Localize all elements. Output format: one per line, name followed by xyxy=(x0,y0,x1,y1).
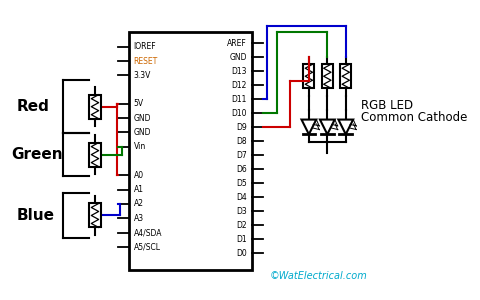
Text: Common Cathode: Common Cathode xyxy=(361,111,468,124)
Text: D8: D8 xyxy=(237,136,247,146)
Text: GND: GND xyxy=(229,52,247,62)
Text: D6: D6 xyxy=(236,165,247,174)
Bar xyxy=(340,64,351,88)
Text: RGB LED: RGB LED xyxy=(361,99,414,112)
Text: D0: D0 xyxy=(236,249,247,258)
Text: Green: Green xyxy=(11,147,63,162)
Text: D11: D11 xyxy=(232,94,247,103)
Text: GND: GND xyxy=(134,128,151,137)
Text: 5V: 5V xyxy=(134,99,144,108)
Text: D9: D9 xyxy=(236,123,247,132)
Text: D2: D2 xyxy=(237,221,247,230)
Text: 3.3V: 3.3V xyxy=(134,71,151,80)
Text: D3: D3 xyxy=(236,207,247,216)
Text: D13: D13 xyxy=(232,67,247,76)
Polygon shape xyxy=(320,120,335,134)
Text: A2: A2 xyxy=(134,200,144,208)
Text: A3: A3 xyxy=(134,214,144,223)
Text: D7: D7 xyxy=(236,151,247,160)
Text: D10: D10 xyxy=(232,109,247,118)
Polygon shape xyxy=(301,120,316,134)
Text: GND: GND xyxy=(134,114,151,123)
Text: IOREF: IOREF xyxy=(134,42,156,51)
Text: Blue: Blue xyxy=(17,208,55,223)
Text: D4: D4 xyxy=(236,193,247,202)
Text: D12: D12 xyxy=(232,81,247,90)
Bar xyxy=(129,32,252,270)
Text: ©WatElectrical.com: ©WatElectrical.com xyxy=(269,271,367,281)
Bar xyxy=(89,95,100,119)
Text: A4/SDA: A4/SDA xyxy=(134,228,162,237)
Text: AREF: AREF xyxy=(228,38,247,47)
Bar xyxy=(89,142,100,167)
Text: Vin: Vin xyxy=(134,142,146,151)
Text: A0: A0 xyxy=(134,171,144,180)
Polygon shape xyxy=(338,120,353,134)
Text: D5: D5 xyxy=(236,179,247,188)
Bar xyxy=(322,64,333,88)
Bar xyxy=(303,64,314,88)
Text: Red: Red xyxy=(17,99,49,114)
Bar xyxy=(89,203,100,227)
Text: A1: A1 xyxy=(134,185,144,194)
Text: RESET: RESET xyxy=(134,56,158,65)
Text: A5/SCL: A5/SCL xyxy=(134,242,161,251)
Text: D1: D1 xyxy=(237,235,247,244)
